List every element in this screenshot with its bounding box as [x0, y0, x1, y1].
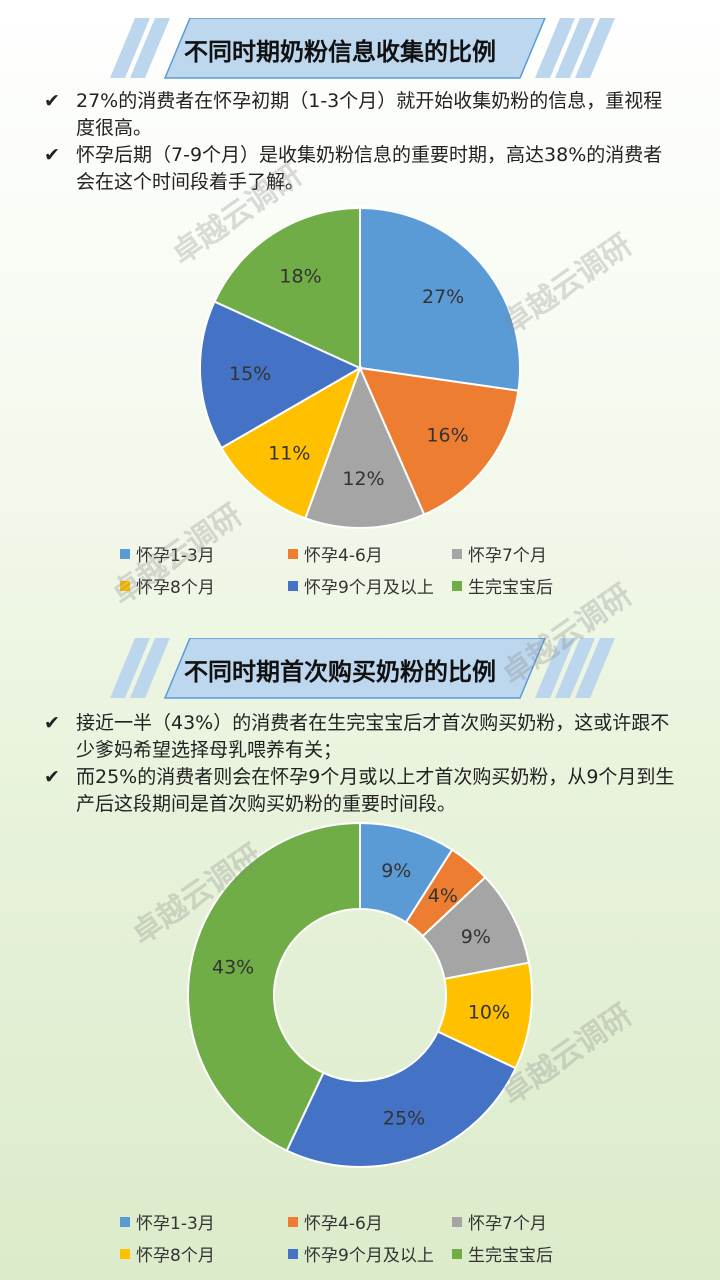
- data-label: 4%: [428, 885, 458, 907]
- slice-怀孕7个月: [303, 365, 426, 529]
- legend-swatch: [288, 1249, 298, 1259]
- legend-item: 怀孕8个月: [120, 576, 215, 600]
- section-1-title: 不同时期奶粉信息收集的比例: [184, 38, 496, 66]
- slice-怀孕1-3月: [359, 206, 521, 392]
- legend-item: 怀孕9个月及以上: [288, 576, 434, 600]
- legend-label: 怀孕9个月及以上: [304, 1246, 434, 1266]
- legend-swatch: [452, 1217, 462, 1227]
- bullet-item: ✔ 怀孕后期（7-9个月）是收集奶粉信息的重要时期，高达38%的消费者会在这个时…: [40, 142, 680, 196]
- check-icon: ✔: [44, 90, 60, 112]
- check-icon: ✔: [44, 144, 60, 166]
- legend-swatch: [288, 581, 298, 591]
- legend-label: 生完宝宝后: [468, 1246, 553, 1266]
- legend-label: 生完宝宝后: [468, 578, 553, 598]
- check-icon: ✔: [44, 766, 60, 788]
- slice-怀孕9个月及以上: [285, 1030, 517, 1168]
- section-1-title-band: 不同时期奶粉信息收集的比例: [0, 18, 720, 80]
- legend-label: 怀孕7个月: [468, 546, 547, 566]
- data-label: 9%: [461, 926, 491, 948]
- donut-chart: 9%4%9%10%25%43%: [187, 821, 533, 1168]
- section-1-bullets: ✔ 27%的消费者在怀孕初期（1-3个月）就开始收集奶粉的信息，重视程度很高。 …: [40, 88, 680, 196]
- data-label: 27%: [422, 286, 464, 308]
- legend-item: 怀孕1-3月: [120, 1212, 215, 1236]
- data-label: 15%: [229, 363, 271, 385]
- slice-怀孕4-6月: [358, 366, 520, 516]
- bullet-item: ✔ 27%的消费者在怀孕初期（1-3个月）就开始收集奶粉的信息，重视程度很高。: [40, 88, 680, 142]
- legend-swatch: [288, 1217, 298, 1227]
- legend-label: 怀孕4-6月: [304, 1214, 383, 1234]
- title-band-decoration: [110, 18, 615, 79]
- data-label: 11%: [268, 442, 310, 464]
- legend-swatch: [452, 549, 462, 559]
- bullet-text: 27%的消费者在怀孕初期（1-3个月）就开始收集奶粉的信息，重视程度很高。: [76, 90, 663, 139]
- data-label: 12%: [342, 468, 384, 490]
- legend-item: 怀孕4-6月: [288, 1212, 383, 1236]
- legend-swatch: [120, 1217, 130, 1227]
- legend-item: 怀孕9个月及以上: [288, 1244, 434, 1268]
- title-band-decoration: [110, 638, 615, 699]
- bullet-text: 怀孕后期（7-9个月）是收集奶粉信息的重要时期，高达38%的消费者会在这个时间段…: [76, 144, 663, 193]
- legend-label: 怀孕1-3月: [136, 546, 215, 566]
- legend-label: 怀孕7个月: [468, 1214, 547, 1234]
- legend-item: 怀孕7个月: [452, 1212, 547, 1236]
- legend-label: 怀孕1-3月: [136, 1214, 215, 1234]
- bullet-text: 而25%的消费者则会在怀孕9个月或以上才首次购买奶粉，从9个月到生产后这段期间是…: [76, 766, 675, 815]
- data-label: 16%: [426, 425, 468, 447]
- legend-label: 怀孕8个月: [136, 1246, 215, 1266]
- pie-chart: 27% 16% 12% 11% 15% 18%: [199, 206, 521, 529]
- legend-item: 怀孕7个月: [452, 544, 547, 568]
- section-2-bullets: ✔ 接近一半（43%）的消费者在生完宝宝后才首次购买奶粉，这或许跟不少爹妈希望选…: [40, 710, 680, 818]
- bullet-item: ✔ 接近一半（43%）的消费者在生完宝宝后才首次购买奶粉，这或许跟不少爹妈希望选…: [40, 710, 680, 764]
- check-icon: ✔: [44, 712, 60, 734]
- legend-item: 生完宝宝后: [452, 576, 553, 600]
- legend-swatch: [452, 581, 462, 591]
- legend-label: 怀孕9个月及以上: [304, 578, 434, 598]
- legend-swatch: [120, 1249, 130, 1259]
- data-label: 18%: [279, 265, 321, 287]
- legend-swatch: [452, 1249, 462, 1259]
- legend-item: 怀孕1-3月: [120, 544, 215, 568]
- section-2-title-band: 不同时期首次购买奶粉的比例: [0, 638, 720, 700]
- slice-生完宝宝后: [213, 206, 361, 370]
- legend-item: 怀孕8个月: [120, 1244, 215, 1268]
- legend-item: 生完宝宝后: [452, 1244, 553, 1268]
- section-2-title: 不同时期首次购买奶粉的比例: [184, 658, 496, 686]
- legend-label: 怀孕4-6月: [304, 546, 383, 566]
- data-label: 25%: [383, 1107, 425, 1129]
- legend-swatch: [288, 549, 298, 559]
- legend-label: 怀孕8个月: [136, 578, 215, 598]
- slice-怀孕8个月: [220, 365, 362, 520]
- bullet-item: ✔ 而25%的消费者则会在怀孕9个月或以上才首次购买奶粉，从9个月到生产后这段期…: [40, 764, 680, 818]
- data-label: 10%: [468, 1001, 510, 1023]
- legend-swatch: [120, 581, 130, 591]
- bullet-text: 接近一半（43%）的消费者在生完宝宝后才首次购买奶粉，这或许跟不少爹妈希望选择母…: [76, 712, 670, 761]
- legend-item: 怀孕4-6月: [288, 544, 383, 568]
- slice-怀孕9个月及以上: [199, 300, 363, 450]
- slice-生完宝宝后: [187, 821, 361, 1152]
- data-label: 9%: [381, 860, 411, 882]
- legend-swatch: [120, 549, 130, 559]
- data-label: 43%: [212, 957, 254, 979]
